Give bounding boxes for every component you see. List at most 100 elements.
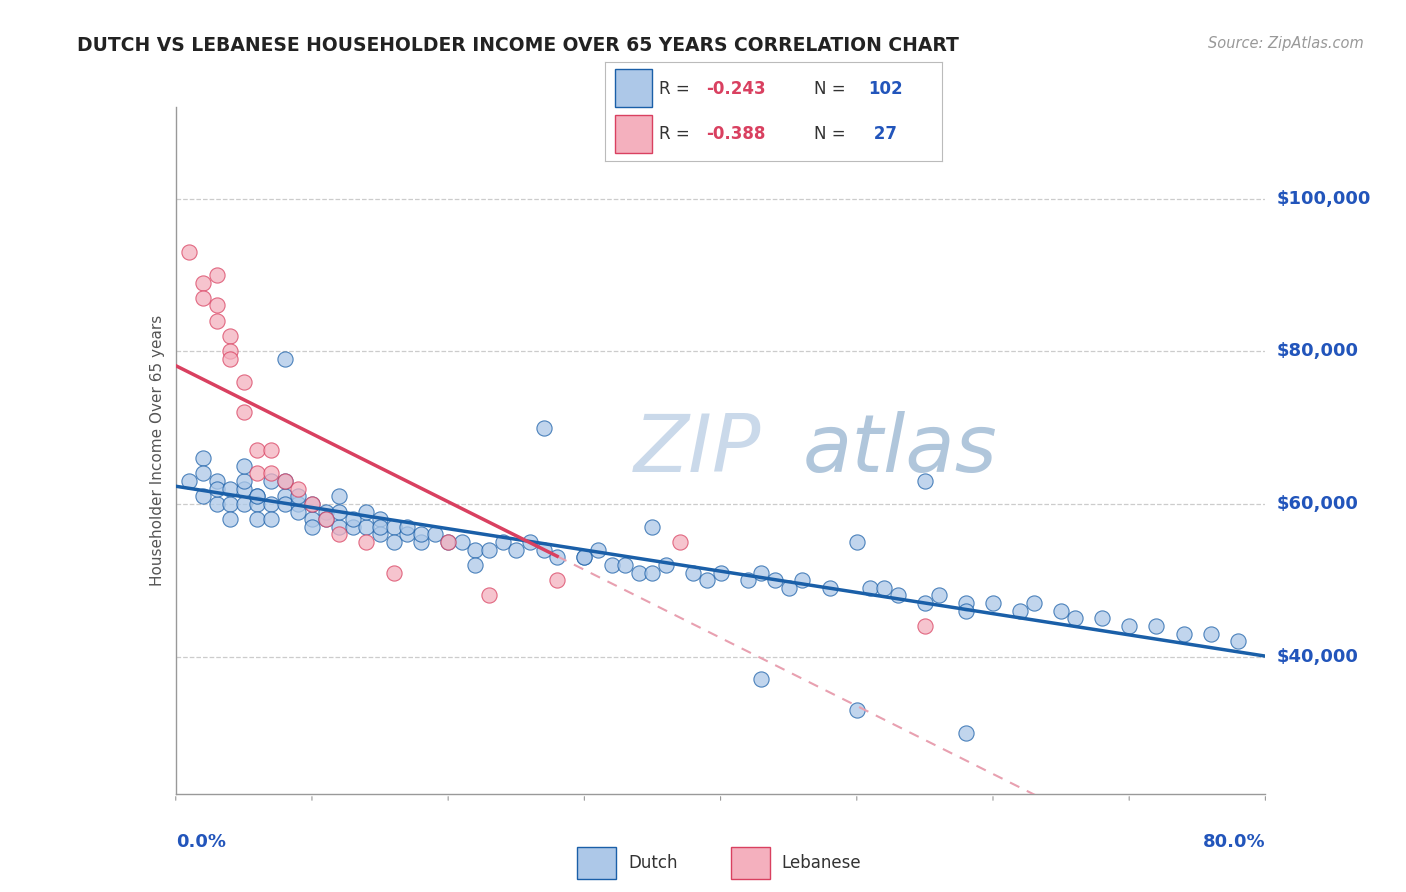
Point [437, 535, 460, 549]
Point [328, 520, 350, 534]
Text: N =: N = [814, 125, 851, 143]
Point [1091, 611, 1114, 625]
Text: Dutch: Dutch [628, 854, 678, 872]
Point [1063, 611, 1085, 625]
Point [1227, 634, 1250, 648]
Point [886, 589, 908, 603]
Point [232, 482, 254, 496]
Point [409, 527, 432, 541]
Point [246, 489, 269, 503]
Text: $100,000: $100,000 [1277, 190, 1371, 208]
Point [301, 520, 323, 534]
Point [205, 298, 228, 312]
Point [315, 512, 337, 526]
Point [356, 535, 378, 549]
Point [260, 497, 283, 511]
Point [533, 542, 555, 557]
Point [246, 512, 269, 526]
FancyBboxPatch shape [614, 115, 652, 153]
Point [423, 527, 446, 541]
Point [219, 344, 242, 359]
Text: -0.388: -0.388 [706, 125, 765, 143]
Point [246, 489, 269, 503]
Text: R =: R = [658, 80, 695, 98]
Point [315, 512, 337, 526]
Text: 0.0%: 0.0% [176, 833, 226, 851]
Point [614, 558, 637, 572]
Point [981, 596, 1004, 610]
Point [356, 520, 378, 534]
Text: 102: 102 [868, 80, 903, 98]
Text: ZIP: ZIP [633, 411, 761, 490]
FancyBboxPatch shape [614, 70, 652, 107]
Point [328, 489, 350, 503]
Point [246, 467, 269, 481]
Point [232, 458, 254, 473]
Point [274, 474, 297, 488]
Point [287, 504, 309, 518]
Point [437, 535, 460, 549]
Point [763, 573, 786, 587]
Point [845, 535, 868, 549]
Point [301, 497, 323, 511]
Point [396, 527, 419, 541]
Point [205, 482, 228, 496]
Point [191, 451, 214, 466]
Point [232, 405, 254, 419]
Point [287, 497, 309, 511]
Point [710, 566, 733, 580]
Point [1118, 619, 1140, 633]
Point [368, 527, 391, 541]
Point [260, 512, 283, 526]
Point [737, 573, 759, 587]
Point [274, 489, 297, 503]
Point [205, 497, 228, 511]
Point [328, 527, 350, 541]
Point [546, 573, 568, 587]
Point [668, 535, 690, 549]
Point [1010, 604, 1032, 618]
Point [955, 596, 977, 610]
Text: N =: N = [814, 80, 851, 98]
Point [914, 596, 936, 610]
Point [492, 535, 515, 549]
Text: $80,000: $80,000 [1277, 343, 1358, 360]
Point [342, 520, 364, 534]
Point [574, 550, 596, 565]
Point [219, 329, 242, 343]
Point [382, 566, 405, 580]
Text: Source: ZipAtlas.com: Source: ZipAtlas.com [1208, 36, 1364, 51]
Point [519, 535, 541, 549]
Point [696, 573, 718, 587]
Point [274, 474, 297, 488]
Point [191, 291, 214, 305]
Point [546, 550, 568, 565]
Text: $60,000: $60,000 [1277, 495, 1358, 513]
Point [260, 467, 283, 481]
Point [342, 512, 364, 526]
Point [274, 351, 297, 366]
Point [396, 520, 419, 534]
Point [682, 566, 704, 580]
Point [478, 589, 501, 603]
Point [287, 489, 309, 503]
Point [287, 482, 309, 496]
Point [859, 581, 882, 595]
Point [600, 558, 623, 572]
Point [464, 542, 486, 557]
FancyBboxPatch shape [731, 847, 770, 880]
Point [232, 375, 254, 389]
Point [914, 619, 936, 633]
Point [219, 482, 242, 496]
Point [955, 726, 977, 740]
Point [1022, 596, 1045, 610]
FancyBboxPatch shape [576, 847, 616, 880]
Point [751, 566, 773, 580]
Point [409, 535, 432, 549]
Point [873, 581, 896, 595]
Point [301, 512, 323, 526]
Point [464, 558, 486, 572]
Point [1144, 619, 1167, 633]
Point [450, 535, 472, 549]
Point [260, 474, 283, 488]
